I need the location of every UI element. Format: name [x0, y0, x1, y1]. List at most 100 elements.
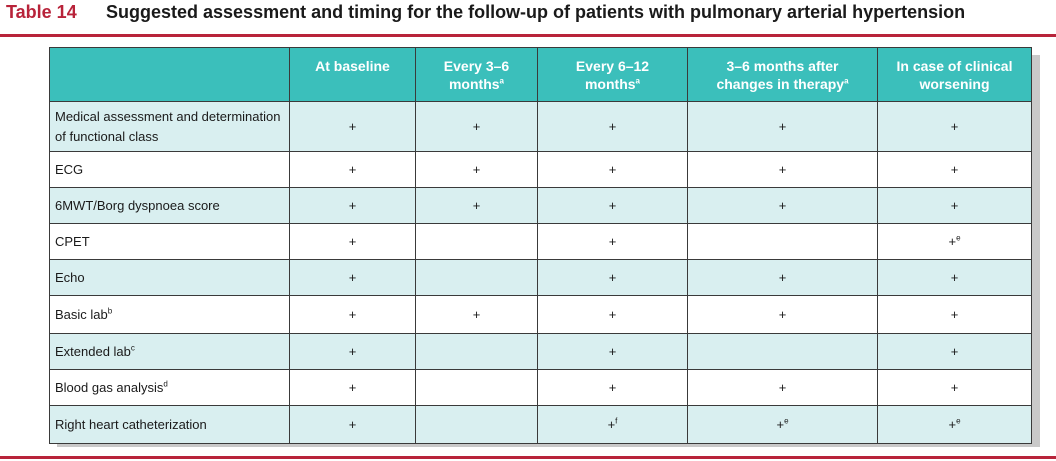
cell-mark: +: [348, 380, 357, 395]
table-cell: +: [537, 223, 688, 260]
table-cell: +: [537, 259, 688, 296]
cell-mark: +: [608, 270, 617, 285]
cell-mark: +: [950, 198, 959, 213]
header-label: In case of clinical worsening: [896, 58, 1013, 92]
table-cell: +: [537, 187, 688, 224]
row-label-cell: CPET: [49, 223, 290, 260]
cell-mark: +: [778, 307, 787, 322]
row-label-cell: Basic labb: [49, 295, 290, 334]
table-cell: [415, 333, 538, 370]
header-label: Every 6–12 months: [575, 58, 650, 92]
table-cell: +: [415, 187, 538, 224]
table-row: ECG + + + + +: [49, 151, 1032, 188]
cell-mark: +: [778, 198, 787, 213]
cell-mark: +: [776, 417, 785, 432]
table-cell: [415, 405, 538, 444]
bottom-rule: [0, 456, 1056, 459]
cell-footnote: e: [956, 416, 961, 426]
table-row: Basic labb + + + + +: [49, 295, 1032, 334]
header-footnote: a: [635, 76, 640, 86]
cell-mark: +: [472, 198, 481, 213]
header-footnote: a: [499, 76, 504, 86]
table-cell: +: [687, 295, 878, 334]
table-cell: +: [877, 151, 1032, 188]
cell-footnote: e: [784, 416, 789, 426]
cell-mark: +: [950, 344, 959, 359]
table-cell: [415, 259, 538, 296]
table-cell: [687, 333, 878, 370]
table-cell: +: [687, 187, 878, 224]
table-cell: +e: [877, 405, 1032, 444]
cell-mark: +: [950, 307, 959, 322]
table-cell: +: [289, 295, 416, 334]
cell-mark: +: [608, 344, 617, 359]
follow-up-table: At baseline Every 3–6 monthsa Every 6–12…: [49, 47, 1032, 444]
table-cell: +: [289, 187, 416, 224]
table-row: 6MWT/Borg dyspnoea score + + + + +: [49, 187, 1032, 224]
row-label-cell: Medical assessment and determination of …: [49, 101, 290, 152]
table-row: Medical assessment and determination of …: [49, 101, 1032, 152]
cell-mark: +: [948, 417, 957, 432]
row-label: Right heart catheterization: [55, 416, 207, 432]
cell-mark: +: [608, 198, 617, 213]
table-cell: +: [289, 333, 416, 370]
cell-mark: +: [608, 162, 617, 177]
table-cell: +: [289, 369, 416, 406]
header-label: 3–6 months after changes in therapy: [716, 58, 845, 92]
table-cell: +e: [877, 223, 1032, 260]
header-cell: At baseline: [289, 47, 416, 102]
table-wrapper: At baseline Every 3–6 monthsa Every 6–12…: [49, 47, 1032, 444]
cell-footnote: f: [615, 416, 618, 426]
table-cell: +: [877, 259, 1032, 296]
header-footnote: a: [844, 76, 849, 86]
cell-mark: +: [608, 119, 617, 134]
table-cell: +: [289, 259, 416, 296]
cell-mark: +: [607, 417, 616, 432]
cell-mark: +: [950, 119, 959, 134]
cell-mark: +: [348, 198, 357, 213]
table-row: CPET + + +e: [49, 223, 1032, 260]
row-label-cell: Right heart catheterization: [49, 405, 290, 444]
cell-mark: +: [778, 119, 787, 134]
table-cell: +: [415, 101, 538, 152]
cell-mark: +: [348, 234, 357, 249]
table-title-bar: Table 14 Suggested assessment and timing…: [0, 0, 1056, 30]
table-cell: [687, 223, 878, 260]
header-cell: 3–6 months after changes in therapya: [687, 47, 878, 102]
row-label: CPET: [55, 233, 90, 249]
cell-mark: +: [778, 270, 787, 285]
row-label: 6MWT/Borg dyspnoea score: [55, 197, 220, 213]
cell-mark: +: [472, 119, 481, 134]
table-row: Extended labc + + +: [49, 333, 1032, 370]
table-cell: +: [289, 101, 416, 152]
table-cell: +: [289, 405, 416, 444]
row-label: Echo: [55, 269, 85, 285]
row-label-cell: Echo: [49, 259, 290, 296]
table-cell: +: [877, 101, 1032, 152]
table-cell: +: [877, 187, 1032, 224]
cell-mark: +: [948, 234, 957, 249]
table-number: Table 14: [6, 2, 77, 22]
cell-mark: +: [950, 380, 959, 395]
table-row: Right heart catheterization + +f +e +e: [49, 405, 1032, 444]
row-label: ECG: [55, 161, 84, 177]
cell-mark: +: [348, 307, 357, 322]
cell-mark: +: [348, 417, 357, 432]
header-label: At baseline: [315, 58, 390, 74]
table-cell: +: [537, 295, 688, 334]
row-label-footnote: b: [107, 306, 113, 316]
cell-mark: +: [950, 162, 959, 177]
table-row: Blood gas analysisd + + + +: [49, 369, 1032, 406]
cell-footnote: e: [956, 233, 961, 243]
table-cell: +: [537, 151, 688, 188]
table-cell: +e: [687, 405, 878, 444]
table-cell: +f: [537, 405, 688, 444]
cell-mark: +: [348, 162, 357, 177]
table-cell: +: [687, 101, 878, 152]
row-label-cell: 6MWT/Borg dyspnoea score: [49, 187, 290, 224]
row-label: Blood gas analysis: [55, 379, 164, 395]
table-cell: +: [687, 151, 878, 188]
cell-mark: +: [472, 162, 481, 177]
table-title: Suggested assessment and timing for the …: [106, 2, 966, 22]
cell-mark: +: [608, 380, 617, 395]
